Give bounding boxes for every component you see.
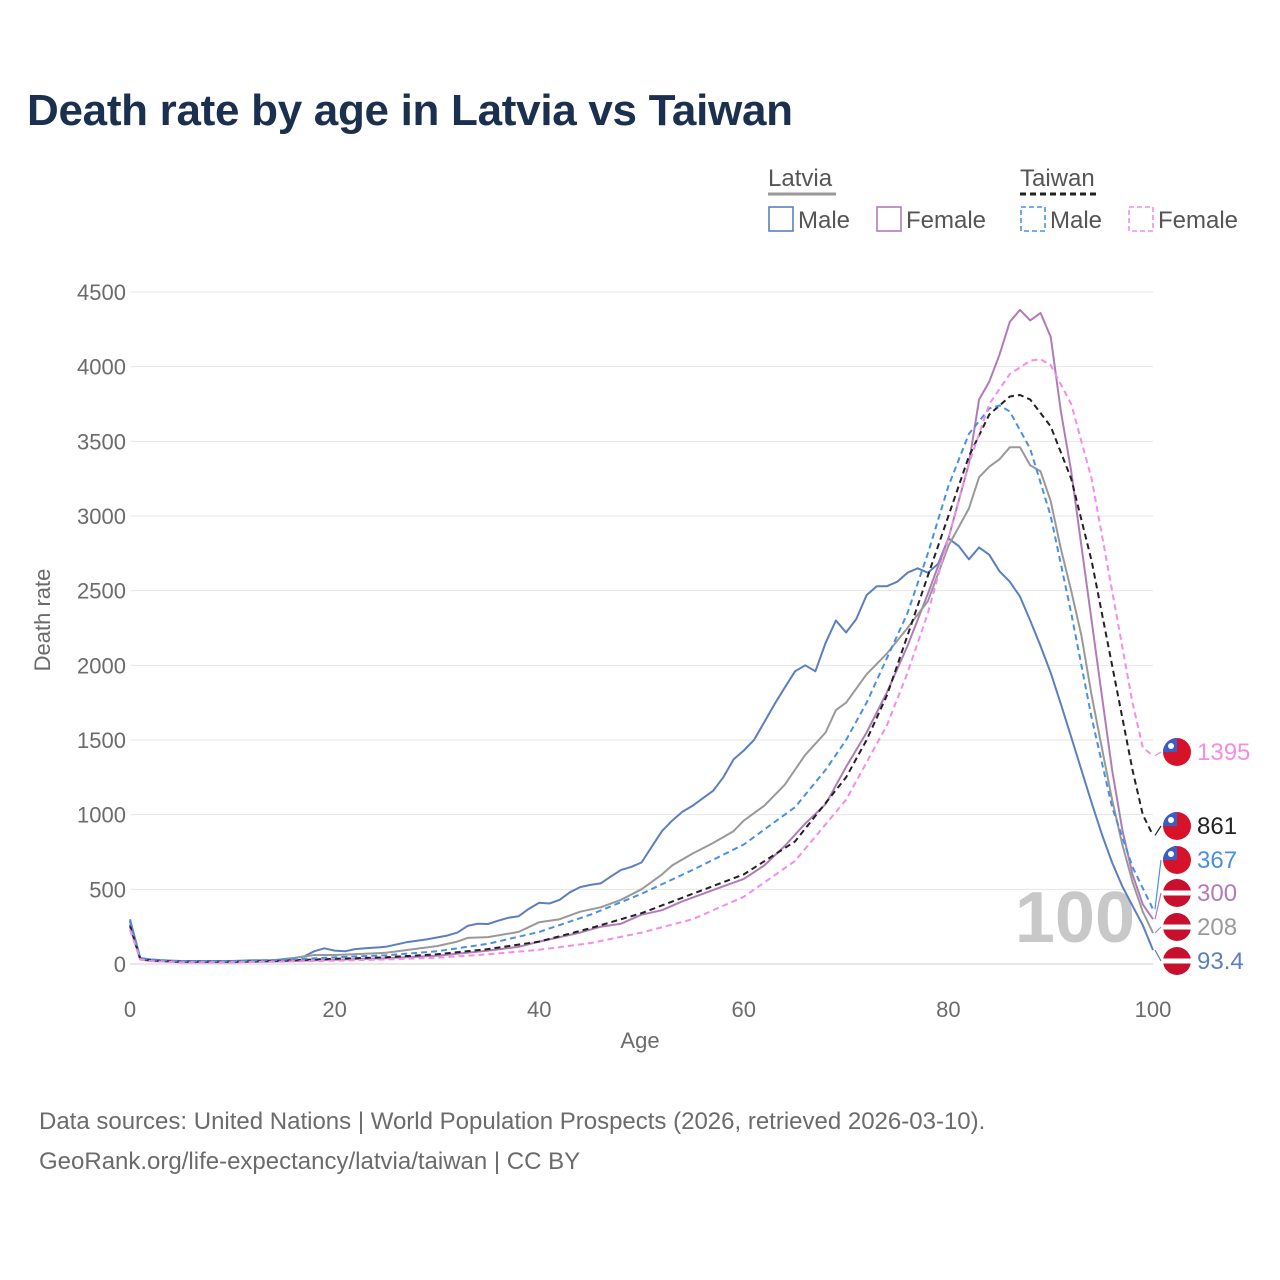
y-tick-label: 1500 — [77, 728, 126, 753]
end-value-label: 1395 — [1197, 739, 1250, 766]
footer-credit[interactable]: GeoRank.org/life-expectancy/latvia/taiwa… — [39, 1148, 581, 1175]
legend-swatch — [1128, 206, 1154, 232]
latvia-flag-icon — [1163, 879, 1191, 907]
end-connector — [1154, 892, 1162, 920]
y-tick-label: 3000 — [77, 504, 126, 529]
flag-stripe — [1163, 924, 1191, 930]
legend-item-label: Female — [906, 207, 986, 234]
y-tick-label: 0 — [114, 952, 126, 977]
end-value-label: 367 — [1197, 847, 1237, 874]
taiwan-flag-icon — [1163, 738, 1191, 766]
legend-swatch — [1020, 206, 1046, 232]
end-value-label: 93.4 — [1197, 948, 1244, 975]
latvia-flag-icon — [1163, 947, 1191, 975]
x-tick-label: 100 — [1135, 997, 1172, 1022]
y-tick-label: 500 — [89, 877, 126, 902]
series-lines — [129, 308, 1154, 964]
legend-swatch — [876, 206, 902, 232]
grid — [130, 291, 1153, 965]
y-axis-label: Death rate — [30, 569, 55, 672]
taiwan-flag-icon — [1163, 812, 1191, 840]
end-value-label: 861 — [1197, 813, 1237, 840]
series-line-taiwan-female — [129, 358, 1154, 964]
y-tick-label: 1000 — [77, 803, 126, 828]
end-value-label: 300 — [1197, 880, 1237, 907]
legend-group-label: Latvia — [768, 165, 833, 192]
flag-sun — [1168, 743, 1174, 749]
footer-sources: Data sources: United Nations | World Pop… — [39, 1108, 986, 1135]
age-watermark: 100 — [1015, 878, 1135, 958]
series-line-latvia — [129, 446, 1154, 963]
y-tick-label: 3500 — [77, 429, 126, 454]
flag-sun — [1168, 851, 1174, 857]
x-tick-label: 80 — [936, 997, 960, 1022]
flag-stripe — [1163, 890, 1191, 896]
series-line-latvia-female — [129, 308, 1154, 964]
legend-group-label: Taiwan — [1020, 165, 1095, 192]
x-axis: 0 20 40 60 80 100 — [124, 997, 1171, 1022]
x-tick-label: 0 — [124, 997, 136, 1022]
legend-item-label: Male — [798, 207, 850, 234]
flag-sun — [1168, 817, 1174, 823]
series-line-taiwan — [129, 394, 1154, 963]
end-connector — [1154, 859, 1162, 910]
end-connector — [1154, 949, 1162, 962]
legend-swatch — [768, 206, 794, 232]
series-line-latvia-male — [129, 537, 1154, 962]
end-value-label: 208 — [1197, 914, 1237, 941]
y-axis: 0 500 1000 1500 2000 2500 3000 3500 4000 4500 — [77, 280, 126, 977]
end-connector — [1154, 926, 1162, 934]
x-tick-label: 60 — [732, 997, 756, 1022]
y-tick-label: 2500 — [77, 579, 126, 604]
x-axis-label: Age — [620, 1028, 659, 1053]
end-connector — [1154, 751, 1162, 757]
legend-item-label: Male — [1050, 207, 1102, 234]
series-line-taiwan-male — [129, 404, 1154, 963]
y-tick-label: 4000 — [77, 355, 126, 380]
x-tick-label: 20 — [322, 997, 346, 1022]
legend-item-label: Female — [1158, 207, 1238, 234]
y-tick-label: 2000 — [77, 653, 126, 678]
taiwan-flag-icon — [1163, 846, 1191, 874]
legend: Latvia Taiwan Male Female Male Female — [768, 165, 1238, 234]
end-connector — [1154, 825, 1162, 836]
y-tick-label: 4500 — [77, 280, 126, 305]
chart-title: Death rate by age in Latvia vs Taiwan — [27, 86, 793, 135]
x-tick-label: 40 — [527, 997, 551, 1022]
end-labels: 93.4 300 208 861 367 1395 — [1154, 738, 1250, 975]
latvia-flag-icon — [1163, 913, 1191, 941]
flag-stripe — [1163, 958, 1191, 964]
